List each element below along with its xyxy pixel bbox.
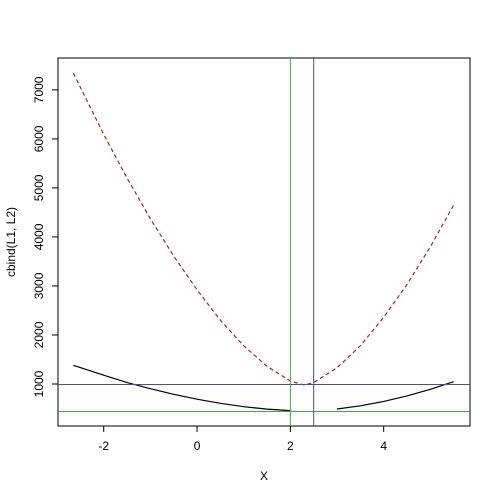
x-tick-label: -2 [98, 439, 109, 453]
y-tick-label: 2000 [32, 321, 46, 348]
y-axis-label: cbind(L1, L2) [4, 207, 18, 277]
x-axis-label: X [260, 469, 268, 483]
y-tick-label: 4000 [32, 223, 46, 250]
y-tick-label: 7000 [32, 76, 46, 103]
y-tick-label: 1000 [32, 370, 46, 397]
y-tick-label: 5000 [32, 174, 46, 201]
x-tick-label: 0 [194, 439, 201, 453]
series-line [73, 364, 454, 412]
y-tick-label: 3000 [32, 272, 46, 299]
x-tick-label: 4 [380, 439, 387, 453]
series-line [72, 72, 455, 386]
plot-frame [57, 57, 471, 427]
y-tick-label: 6000 [32, 125, 46, 152]
x-tick-label: 2 [287, 439, 294, 453]
